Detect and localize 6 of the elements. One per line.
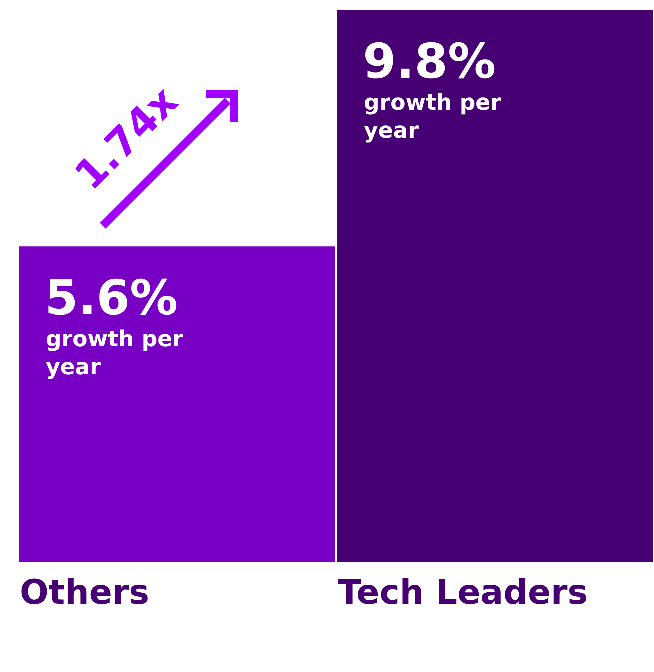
data-label: 5.6% [45, 270, 178, 327]
data-label: 9.8% [363, 34, 496, 90]
x-tick-label: Others [20, 573, 150, 613]
annotation: growth per year [46, 328, 184, 381]
annotation: growth per year [364, 91, 502, 144]
x-tick-label: Tech Leaders [338, 573, 588, 613]
